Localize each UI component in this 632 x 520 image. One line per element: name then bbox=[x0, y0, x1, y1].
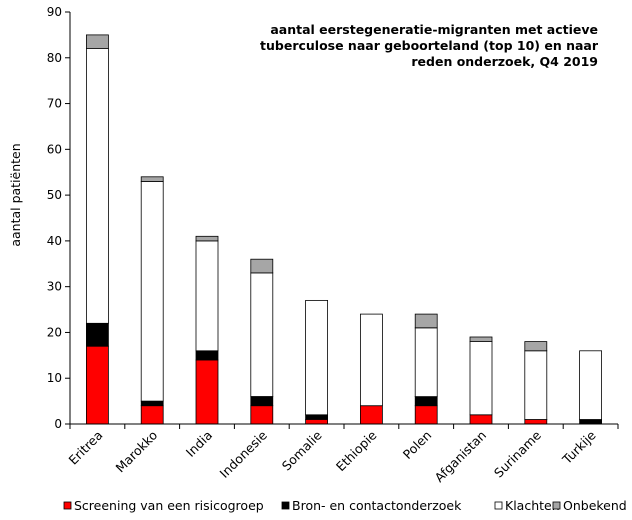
bar-segment-suriname-3 bbox=[524, 350, 548, 420]
bar-segment-polen-2 bbox=[414, 396, 438, 407]
y-tick-label: 50 bbox=[47, 188, 62, 202]
category-label: Ethiopie bbox=[333, 427, 380, 474]
bar-segment-eritrea-4 bbox=[86, 34, 109, 50]
y-tick-label: 60 bbox=[47, 142, 62, 156]
y-tick-label: 70 bbox=[47, 97, 62, 111]
bar-segment-polen-1 bbox=[414, 405, 438, 425]
bar-segment-polen-4 bbox=[414, 313, 438, 329]
category-label: Suriname bbox=[491, 427, 544, 480]
bar-segment-afganistan-4 bbox=[469, 336, 493, 342]
category-label: Polen bbox=[400, 428, 435, 463]
category-label: Turkije bbox=[559, 427, 599, 467]
bar-segment-india-3 bbox=[195, 240, 219, 352]
chart-title-line-3: reden onderzoek, Q4 2019 bbox=[411, 54, 598, 69]
bar-segment-turkije-3 bbox=[579, 350, 602, 420]
bar-segment-india-1 bbox=[195, 359, 219, 425]
bar-segment-india-4 bbox=[195, 235, 219, 242]
bar-segment-somalie-2 bbox=[305, 414, 329, 420]
legend-label: Screening van een risicogroep bbox=[74, 498, 264, 513]
bar-segment-turkije-2 bbox=[579, 418, 602, 425]
category-label: Somalie bbox=[279, 427, 325, 473]
y-tick-label: 30 bbox=[47, 280, 62, 294]
category-label: Marokko bbox=[112, 428, 160, 476]
bar-segment-eritrea-2 bbox=[86, 322, 109, 347]
bars bbox=[86, 34, 602, 425]
bar-segment-afganistan-3 bbox=[469, 341, 493, 416]
legend-swatch bbox=[552, 501, 561, 510]
category-label: Afganistan bbox=[431, 428, 489, 486]
bar-segment-somalie-1 bbox=[305, 418, 329, 425]
bar-segment-somalie-3 bbox=[305, 299, 329, 416]
bar-segment-suriname-4 bbox=[524, 341, 548, 352]
bar-segment-suriname-1 bbox=[524, 418, 548, 425]
y-tick-label: 90 bbox=[47, 5, 62, 19]
category-labels: Eritrea Marokko India Indonesie Somalie Ethio… bbox=[65, 427, 598, 485]
bar-segment-polen-3 bbox=[414, 327, 438, 397]
bar-segment-afganistan-1 bbox=[469, 414, 493, 425]
bar-segment-marokko-4 bbox=[140, 176, 164, 182]
y-tick-label: 80 bbox=[47, 51, 62, 65]
bar-segment-ethiopie-3 bbox=[359, 313, 383, 407]
bar-segment-eritrea-3 bbox=[86, 48, 109, 324]
bar-segment-marokko-2 bbox=[140, 400, 164, 407]
legend-label: Bron- en contactonderzoek bbox=[292, 498, 462, 513]
legend-label: Onbekend bbox=[563, 498, 627, 513]
bar-segment-marokko-3 bbox=[140, 180, 164, 402]
bar-segment-india-2 bbox=[195, 350, 219, 361]
bar-segment-ethiopie-1 bbox=[359, 405, 383, 425]
y-tick-label: 40 bbox=[47, 234, 62, 248]
y-ticks: 0 10 20 30 40 50 60 70 80 90 bbox=[47, 5, 70, 431]
bar-segment-eritrea-1 bbox=[86, 345, 109, 425]
y-tick-label: 20 bbox=[47, 325, 62, 339]
chart-title-line-2: tuberculose naar geboorteland (top 10) e… bbox=[260, 38, 599, 53]
bar-segment-indonesie-2 bbox=[250, 396, 274, 407]
legend-label: Klachten bbox=[505, 498, 560, 513]
axes bbox=[69, 12, 619, 429]
bar-segment-indonesie-1 bbox=[250, 405, 274, 425]
y-axis-label: aantal patiënten bbox=[8, 143, 23, 246]
y-tick-label: 0 bbox=[54, 417, 62, 431]
legend-swatch bbox=[494, 501, 503, 510]
chart-title: aantal eerstegeneratie-migranten met act… bbox=[260, 22, 599, 69]
bar-segment-marokko-1 bbox=[140, 405, 164, 425]
y-tick-label: 10 bbox=[47, 371, 62, 385]
legend: Screening van een risicogroep Bron- en co… bbox=[63, 498, 627, 513]
category-label: Indonesie bbox=[217, 427, 271, 481]
legend-swatch bbox=[281, 501, 290, 510]
category-label: Eritrea bbox=[65, 428, 105, 468]
category-label: India bbox=[183, 428, 215, 460]
chart-title-line-1: aantal eerstegeneratie-migranten met act… bbox=[270, 22, 598, 37]
legend-swatch bbox=[63, 501, 72, 510]
bar-segment-indonesie-3 bbox=[250, 272, 274, 397]
bar-segment-indonesie-4 bbox=[250, 258, 274, 274]
